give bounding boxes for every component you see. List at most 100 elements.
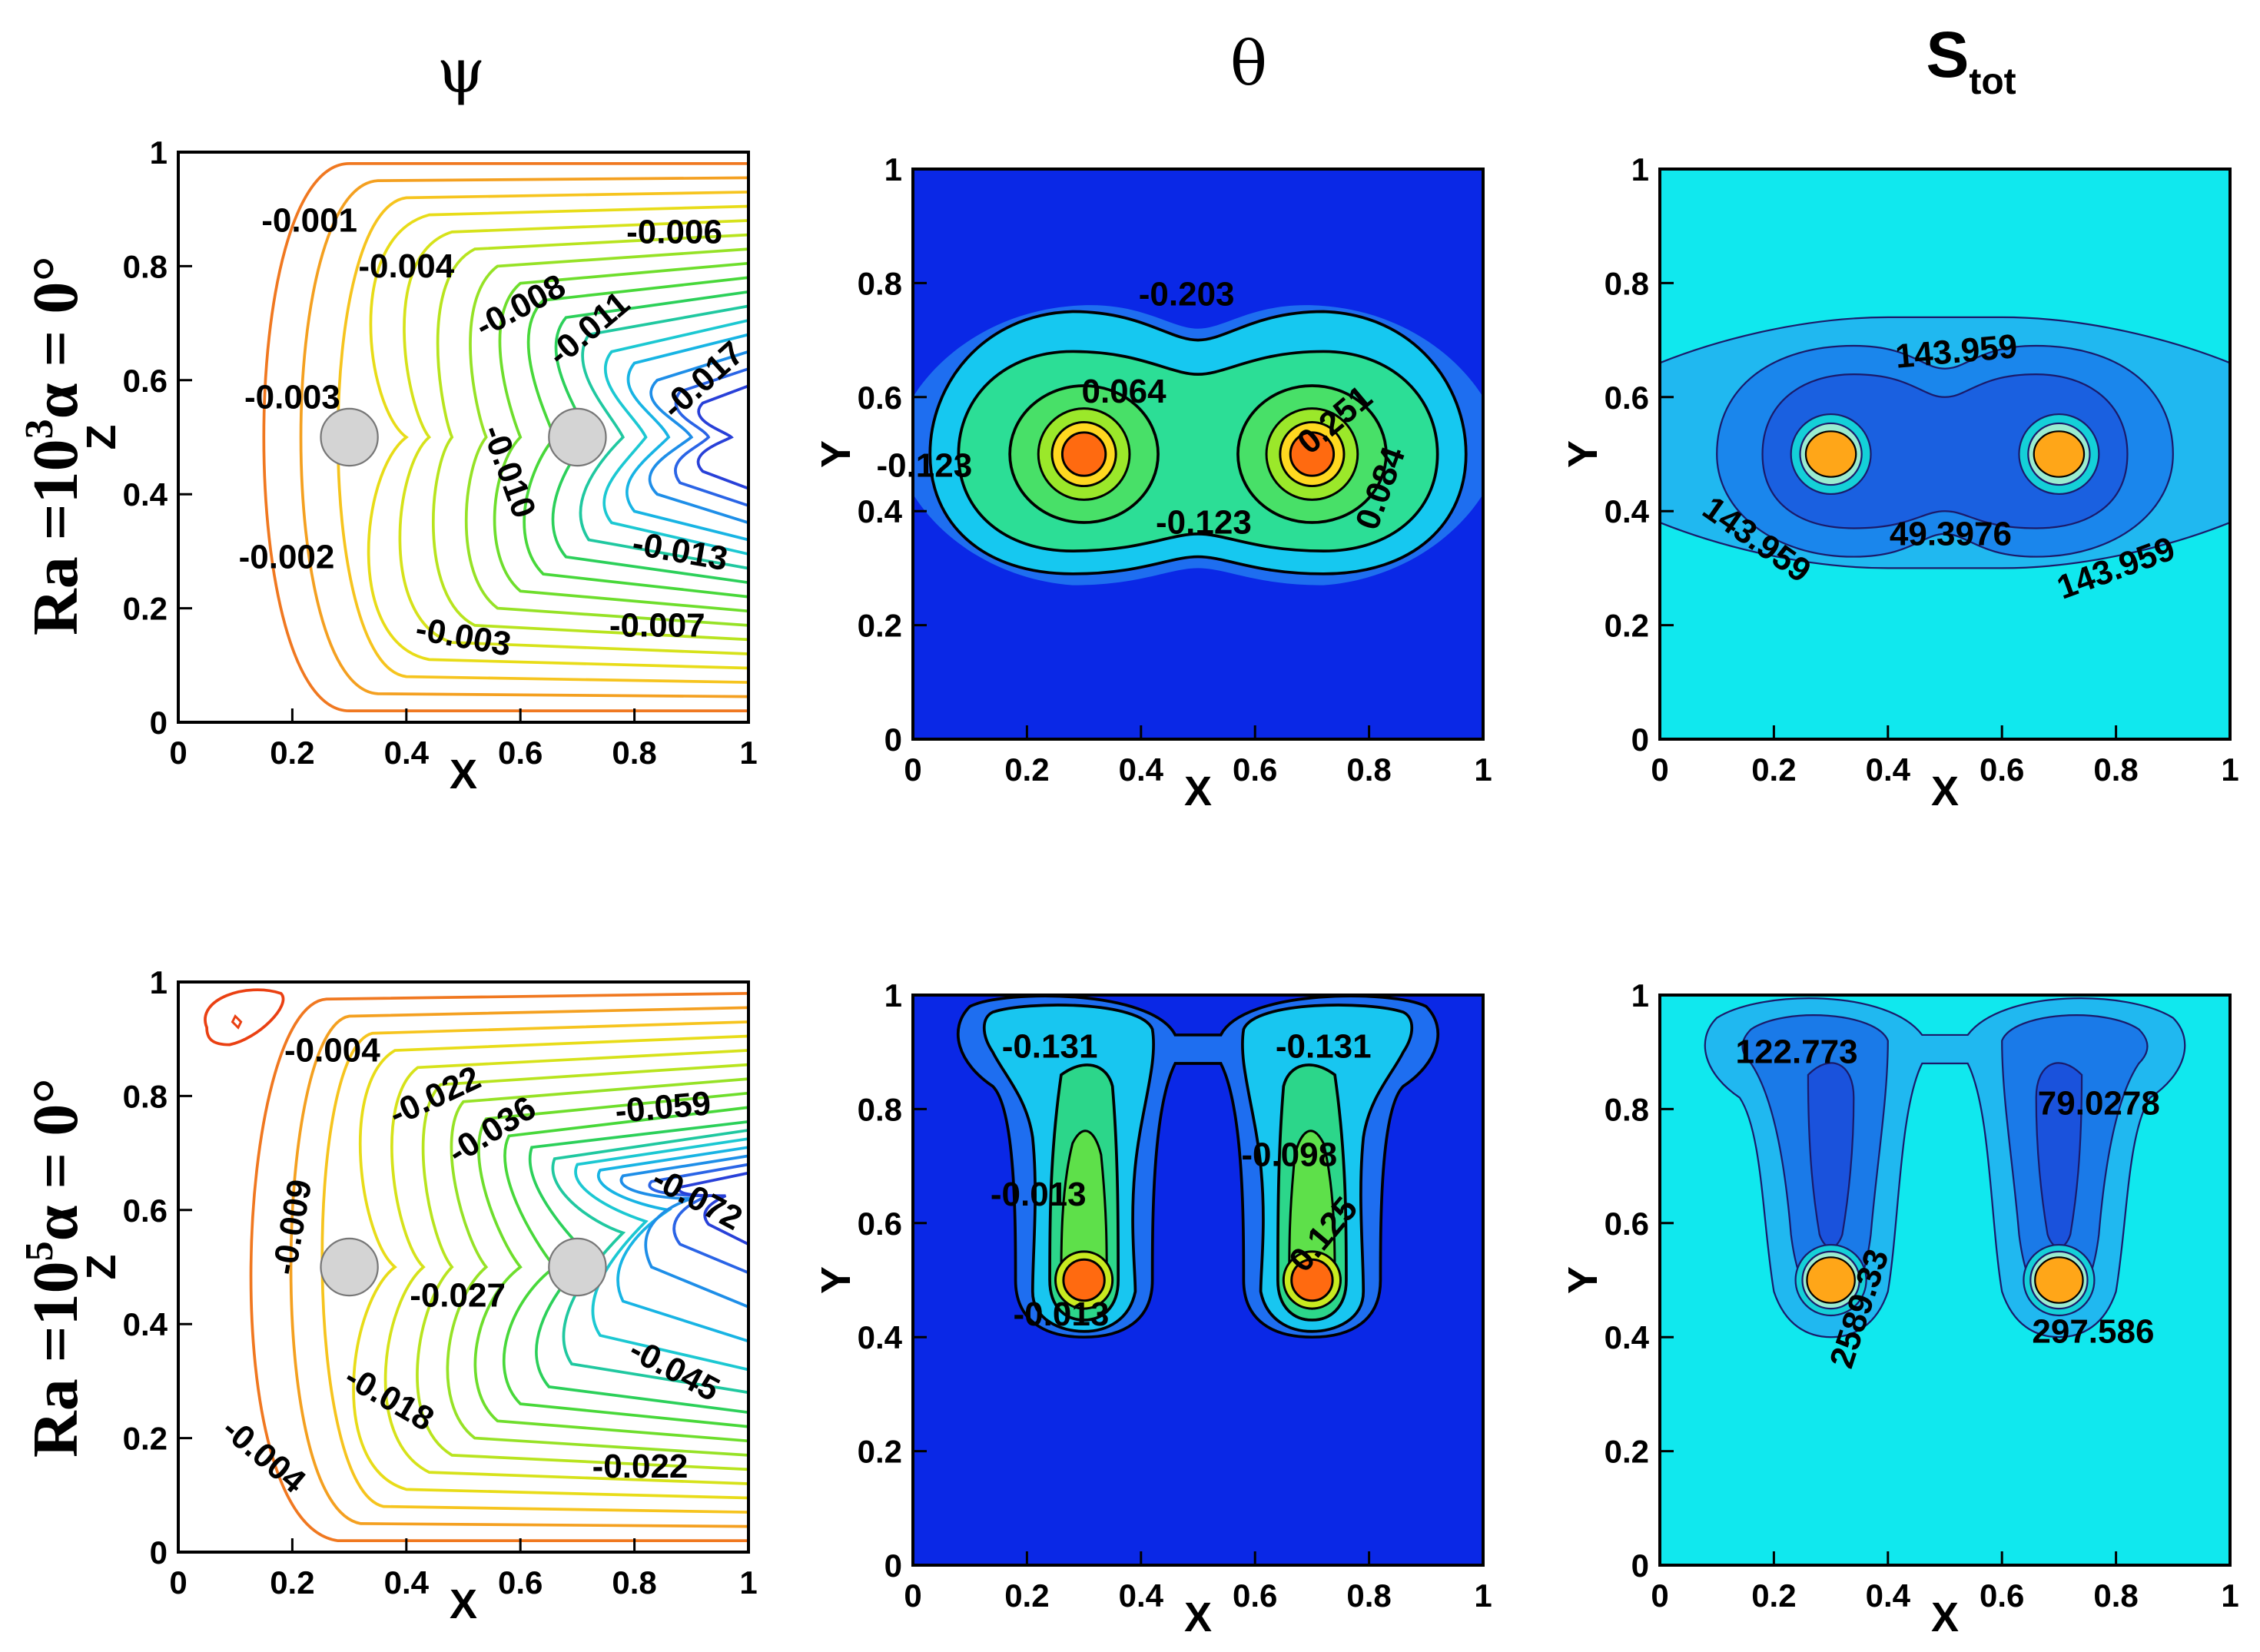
x-tick-label: 0 — [904, 751, 921, 788]
contour-label: -0.004 — [284, 1032, 380, 1070]
y-axis-label: Y — [1560, 440, 1606, 468]
contour-label: -0.004 — [358, 247, 454, 285]
y-tick-label: 0.4 — [1605, 1319, 1650, 1355]
streamline — [473, 1091, 748, 1443]
plot-frame — [911, 168, 1485, 741]
streamline — [432, 233, 748, 642]
row-title-ra1e5-base: Ra =10 — [20, 1261, 91, 1458]
y-tick-label: 0.2 — [1605, 608, 1649, 644]
y-tick-label: 0.6 — [1605, 380, 1649, 416]
y-tick-label: 0 — [1631, 722, 1649, 758]
y-tick-label: 1 — [150, 134, 168, 171]
streamline — [289, 1006, 748, 1528]
panel-stot-ra1e3: 0 0.2 0.4 0.6 0.8 100.20.40.60.81XY143.959143… — [1560, 151, 2239, 814]
y-tick-label: 0.8 — [1605, 265, 1649, 301]
x-tick-label: 0.4 — [1119, 751, 1164, 788]
y-tick-label: 0.4 — [123, 1306, 168, 1342]
y-axis-label: Y — [813, 440, 859, 468]
streamline — [446, 1077, 748, 1457]
x-tick-label: 0.6 — [498, 735, 543, 771]
column-title-stot-main: S — [1926, 18, 1969, 91]
x-tick-label: 0 — [904, 1577, 921, 1614]
x-tick-label: 0.2 — [1751, 751, 1796, 788]
x-tick-label: 1 — [2221, 751, 2238, 788]
x-tick-label: 0.4 — [384, 735, 430, 771]
cylinder-right — [548, 407, 607, 467]
entropy-core-right — [2033, 430, 2086, 478]
entropy-core-left — [1804, 430, 1857, 478]
y-tick-label: 0.4 — [858, 1319, 903, 1355]
plot-frame — [1658, 168, 2232, 741]
streamline — [674, 367, 748, 507]
y-tick-label: 0.2 — [858, 608, 902, 644]
x-tick-label: 0.4 — [1866, 751, 1911, 788]
streamline — [619, 1154, 748, 1309]
streamline — [579, 304, 748, 570]
y-tick-label: 0 — [884, 722, 902, 758]
contour-label: -0.013 — [1014, 1295, 1110, 1333]
contour-label: -0.013 — [991, 1176, 1087, 1213]
x-tick-label: 0.4 — [384, 1564, 430, 1601]
y-tick-label: 1 — [1631, 151, 1649, 187]
plot-area-psi-ra1e3 — [178, 152, 748, 722]
contour-label: 49.3976 — [1890, 515, 2012, 552]
y-tick-label: 0.8 — [858, 1091, 902, 1127]
y-tick-label: 1 — [884, 151, 902, 187]
contour-label: -0.001 — [261, 202, 357, 240]
axes-stot-ra1e5: 0 0.2 0.4 0.6 0.8 1 0 0.2 0.4 0.6 0.8 1 X Y 122.773 79.… — [1560, 977, 2239, 1640]
row-title-ra1e5: Ra =105α = 0° — [18, 1078, 91, 1458]
plot-area-theta-ra1e3 — [913, 169, 1483, 739]
x-axis-label: X — [1931, 768, 1959, 814]
x-tick-label: 1 — [1474, 1577, 1492, 1614]
y-tick-label: 0.6 — [123, 363, 168, 399]
x-axis-label: X — [1184, 768, 1212, 814]
contour-label: -0.003 — [244, 379, 340, 416]
entropy-band — [1761, 373, 2129, 529]
y-tick-label: 0.8 — [123, 248, 168, 284]
x-axis-label: X — [1931, 1594, 1959, 1640]
streamline — [367, 204, 748, 670]
axes-theta-ra1e3: 0 0.2 0.4 0.6 0.8 1 0 0.2 0.4 0.6 0.8 1 X Y -0.203 0.06… — [813, 151, 1492, 814]
y-tick-label: 0.6 — [123, 1193, 168, 1229]
y-tick-label: 0.2 — [858, 1434, 902, 1470]
x-tick-label: 0.8 — [1346, 751, 1391, 788]
x-tick-label: 0.8 — [2093, 1577, 2138, 1614]
x-tick-label: 0.6 — [1980, 751, 2024, 788]
streamline — [416, 1063, 748, 1471]
plot-frame — [1658, 994, 2232, 1567]
y-tick-label: 0.2 — [1605, 1434, 1649, 1470]
y-tick-label: 1 — [1631, 977, 1649, 1013]
contour-label: -0.006 — [626, 213, 722, 250]
x-tick-label: 0.2 — [1751, 1577, 1796, 1614]
streamline — [648, 350, 748, 525]
y-tick-label: 0.2 — [123, 591, 168, 627]
y-tick-label: 0.4 — [123, 476, 168, 513]
x-tick-label: 0.8 — [612, 1564, 656, 1601]
x-tick-label: 1 — [2221, 1577, 2238, 1614]
y-tick-label: 0.8 — [123, 1078, 168, 1114]
contour-label: -0.059 — [613, 1084, 712, 1130]
row-title-ra1e5-suffix: α = 0° — [20, 1078, 91, 1241]
column-title-stot: Stot — [1926, 18, 2016, 102]
x-tick-label: 0 — [1651, 1577, 1668, 1614]
streamline — [574, 1137, 748, 1372]
x-tick-label: 1 — [1474, 751, 1492, 788]
streamline — [383, 1049, 748, 1485]
x-tick-label: 0.4 — [1119, 1577, 1164, 1614]
streamline-corner-eddy-inner — [231, 1014, 243, 1030]
y-tick-label: 0 — [150, 705, 168, 741]
y-tick-label: 0.8 — [858, 265, 902, 301]
x-axis-label: X — [450, 1581, 477, 1627]
entropy-core-left — [1806, 1256, 1856, 1304]
streamline — [352, 1034, 748, 1500]
x-tick-label: 0.6 — [498, 1564, 543, 1601]
panel-psi-ra1e3: 0 0.2 0.4 0.6 0.8 100.20.40.60.81XZ-0.001-0.0… — [78, 134, 758, 798]
contour-label: -0.002 — [239, 538, 335, 576]
y-tick-label: 0.6 — [1605, 1206, 1649, 1242]
contour-label: -0.022 — [592, 1448, 689, 1485]
streamline — [398, 219, 748, 655]
plot-bg — [178, 152, 748, 722]
plot-area-theta-ra1e5 — [913, 995, 1483, 1565]
y-tick-label: 0 — [884, 1548, 902, 1584]
x-tick-label: 0.2 — [270, 735, 314, 771]
